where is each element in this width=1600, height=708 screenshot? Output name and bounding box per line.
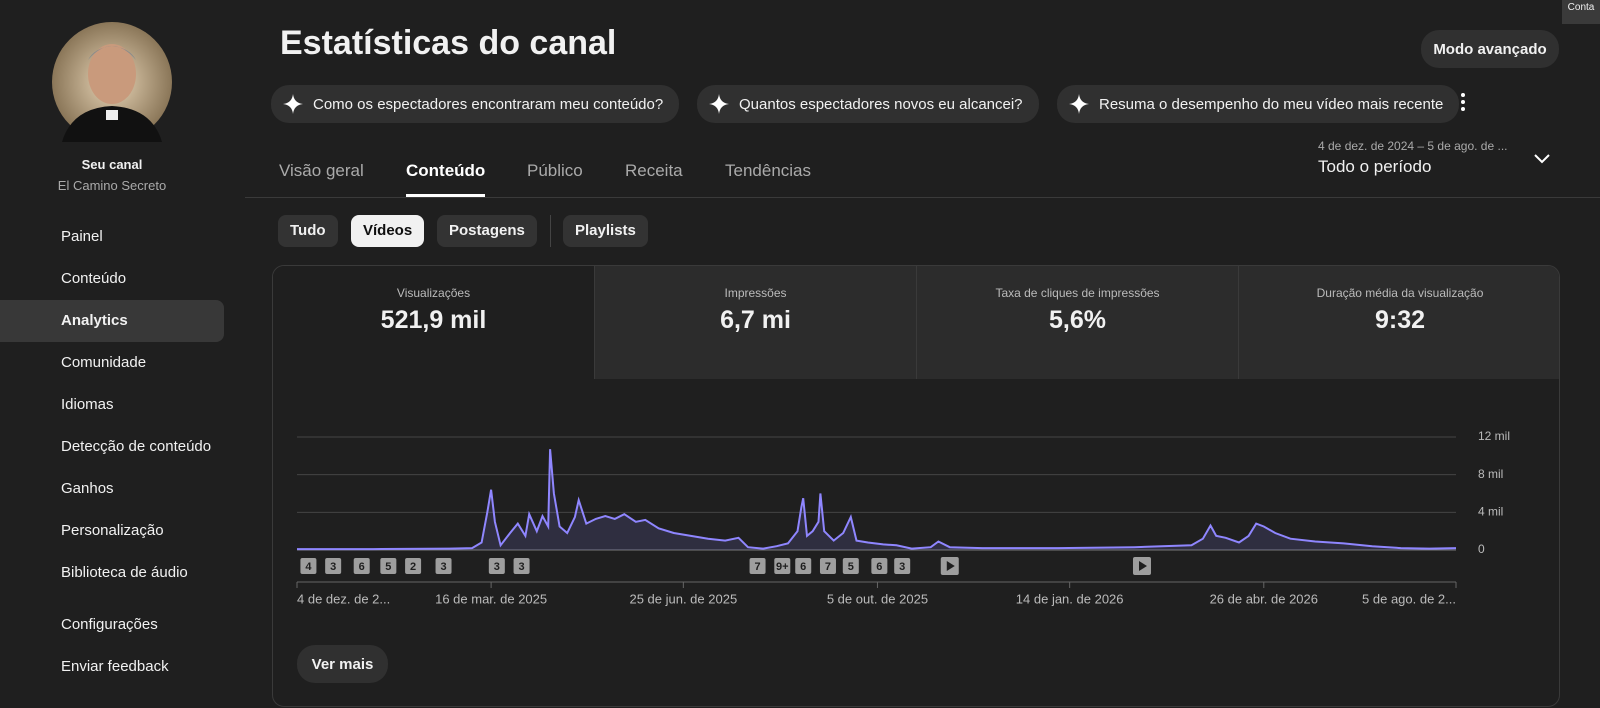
sparkle-icon — [283, 94, 303, 114]
nav-label[interactable]: Analytics — [61, 312, 128, 329]
tab[interactable]: Tendências — [725, 161, 812, 180]
period[interactable]: Todo o período — [1318, 157, 1432, 176]
metric-tile[interactable]: Taxa de cliques de impressões 5,6% — [917, 266, 1239, 379]
metric-value: 5,6% — [1049, 306, 1106, 334]
metric-label: Duração média da visualização — [1316, 286, 1484, 300]
nav-label[interactable]: Biblioteca de áudio — [61, 564, 188, 581]
nav-label[interactable]: Ganhos — [61, 480, 114, 497]
page-title: Estatísticas do canal — [280, 24, 617, 62]
suggestion-chip[interactable]: Quantos espectadores novos eu alcancei? — [697, 85, 1039, 123]
active-bg — [0, 300, 224, 342]
sparkle-icon — [1069, 94, 1089, 114]
filter-chip[interactable]: Playlists — [563, 215, 648, 247]
more-icon[interactable] — [1455, 90, 1471, 114]
nav-label[interactable]: Configurações — [61, 616, 158, 633]
metric-value: 6,7 mi — [720, 306, 791, 334]
metric-label: Taxa de cliques de impressões — [995, 286, 1160, 300]
metric-tile[interactable]: Visualizações 521,9 mil — [273, 266, 595, 379]
channel-label: Seu canal — [81, 157, 143, 172]
metric-label: Visualizações — [396, 286, 471, 300]
suggestion-chip[interactable]: Como os espectadores encontraram meu con… — [271, 85, 680, 123]
analytics-card: Visualizações 521,9 mil Impressões 6,7 mi Ta… — [272, 265, 1560, 707]
tab[interactable]: Conteúdo — [406, 161, 486, 180]
avatar — [52, 22, 172, 142]
more-button[interactable]: Ver mais — [297, 645, 388, 683]
metric-label: Impressões — [724, 286, 787, 300]
nav-label[interactable]: Detecção de conteúdo — [61, 438, 212, 455]
metric-tile[interactable]: Impressões 6,7 mi — [595, 266, 917, 379]
metric-tile[interactable]: Duração média da visualização 9:32 — [1239, 266, 1559, 379]
tab[interactable]: Visão geral — [279, 161, 364, 180]
chevron[interactable] — [1533, 152, 1551, 166]
metric-value: 9:32 — [1374, 306, 1426, 334]
filter-chip[interactable]: Vídeos — [351, 215, 425, 247]
suggestion-text: Quantos espectadores novos eu alcancei? — [739, 95, 1023, 113]
nav-label[interactable]: Enviar feedback — [61, 658, 169, 675]
metric-value: 521,9 mil — [380, 306, 487, 334]
nav-label[interactable]: Comunidade — [61, 354, 147, 371]
sparkle-icon — [709, 94, 729, 114]
nav-label[interactable]: Painel — [61, 228, 103, 245]
filter-chip[interactable]: Postagens — [437, 215, 537, 247]
filter-divider — [550, 215, 551, 247]
nav-label[interactable]: Personalização — [61, 522, 164, 539]
tab[interactable]: Receita — [625, 161, 683, 180]
suggestion-text: Resuma o desempenho do meu vídeo mais re… — [1099, 95, 1444, 113]
account-badge[interactable]: Conta — [1562, 0, 1600, 24]
filter-chip[interactable]: Tudo — [278, 215, 338, 247]
tab-underline — [406, 194, 485, 197]
suggestion-chip[interactable]: Resuma o desempenho do meu vídeo mais re… — [1057, 85, 1460, 123]
divider — [245, 197, 1600, 198]
channel-name: El Camino Secreto — [57, 178, 167, 193]
advanced-button[interactable]: Modo avançado — [1421, 30, 1559, 68]
suggestion-text: Como os espectadores encontraram meu con… — [313, 95, 664, 113]
date-range: 4 de dez. de 2024 – 5 de ago. de ... — [1318, 139, 1508, 153]
tab[interactable]: Público — [527, 161, 583, 180]
nav-label[interactable]: Conteúdo — [61, 270, 127, 287]
nav-label[interactable]: Idiomas — [61, 396, 114, 413]
metric-tiles: Visualizações 521,9 mil Impressões 6,7 mi Ta… — [273, 266, 1559, 379]
